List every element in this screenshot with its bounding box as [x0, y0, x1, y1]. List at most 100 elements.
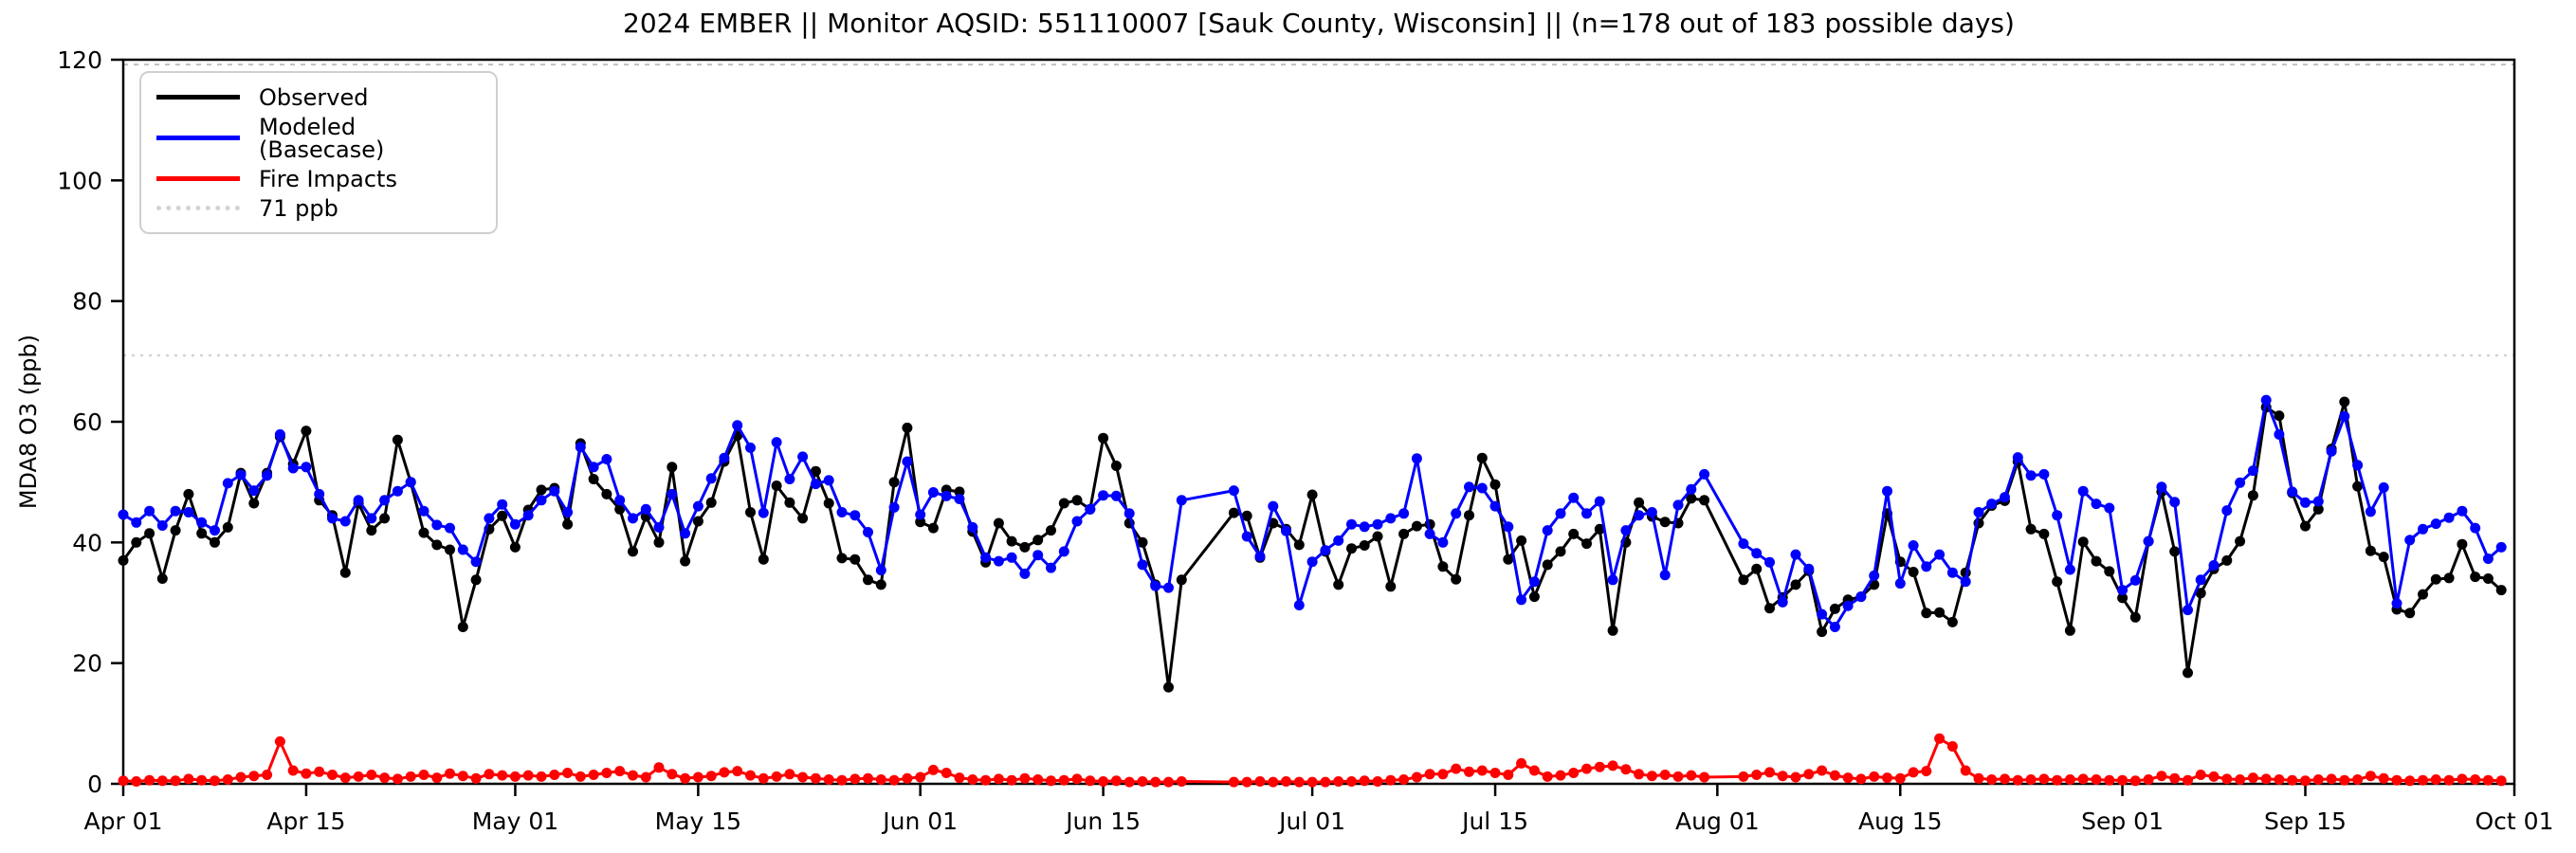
series-point [2000, 773, 2010, 785]
series-point [1489, 768, 1501, 778]
series-point [941, 768, 952, 778]
series-point [1359, 540, 1370, 551]
series-point [1150, 580, 1161, 591]
series-point [1594, 523, 1605, 535]
series-point [1176, 776, 1187, 787]
series-point [222, 774, 233, 785]
series-point [2038, 773, 2050, 785]
series-point [1306, 556, 1318, 568]
series-point [1882, 485, 1892, 497]
series-point [431, 539, 443, 551]
series-point [1451, 763, 1462, 774]
series-point [784, 474, 795, 484]
series-point [431, 772, 443, 784]
series-point [875, 565, 886, 576]
series-point [2352, 481, 2364, 492]
series-point [392, 485, 403, 497]
series-point [758, 554, 769, 565]
series-point [2339, 410, 2350, 422]
series-point [2129, 775, 2141, 787]
series-point [497, 499, 508, 510]
series-point [614, 495, 626, 506]
x-tick-label: Apr 15 [266, 808, 345, 835]
series-point [653, 521, 665, 533]
series-point [1058, 774, 1069, 786]
series-point [405, 477, 416, 488]
series-point [692, 771, 703, 783]
series-point [1542, 525, 1553, 536]
series-point [1817, 608, 1828, 620]
series-point [2064, 564, 2075, 575]
series-point [1973, 772, 1984, 784]
legend-label-observed: Observed [259, 83, 369, 111]
series-point [1137, 559, 1148, 571]
series-point [1790, 771, 1801, 783]
series-point [301, 462, 312, 473]
series-point [1385, 513, 1397, 524]
series-point [2195, 770, 2206, 780]
series-point [1032, 535, 1044, 546]
series-point [653, 762, 665, 773]
series-point [2247, 465, 2258, 477]
y-tick-label: 100 [57, 167, 102, 194]
series-point [993, 773, 1004, 785]
series-point [667, 769, 678, 780]
series-point [1476, 452, 1488, 463]
series-point [1110, 490, 1122, 501]
series-point [2274, 410, 2285, 422]
series-point [823, 774, 834, 785]
series-point [784, 497, 795, 508]
series-point [1398, 774, 1410, 785]
series-point [248, 771, 260, 782]
series-point [183, 773, 194, 785]
series-point [2457, 505, 2468, 517]
series-point [2156, 481, 2167, 493]
series-point [927, 764, 939, 775]
series-point [301, 768, 312, 779]
series-point [2482, 774, 2494, 786]
series-point [2091, 774, 2102, 785]
series-point [314, 766, 325, 777]
series-point [745, 770, 756, 781]
series-point [1124, 508, 1135, 519]
legend: Observed Modeled (Basecase) Fire Impacts… [139, 71, 498, 234]
series-point [1946, 567, 1958, 578]
series-point [536, 484, 547, 496]
series-point [1869, 771, 1880, 782]
series-point [850, 510, 861, 521]
series-point [1359, 521, 1370, 533]
series-point [915, 509, 926, 520]
series-point [2104, 502, 2115, 514]
series-point [1411, 453, 1422, 464]
series-point [850, 554, 861, 565]
series-point [1568, 528, 1580, 539]
series-point [2312, 774, 2324, 785]
series-point [497, 510, 508, 521]
series-point [1071, 773, 1083, 785]
series-point [601, 768, 612, 778]
series-point [562, 518, 574, 530]
series-point [1817, 765, 1828, 776]
series-point [287, 463, 299, 474]
series-point [327, 513, 338, 524]
series-point [339, 567, 351, 578]
series-point [2365, 771, 2376, 782]
series-point [314, 488, 325, 499]
y-tick-label: 20 [72, 650, 102, 678]
series-point [2470, 774, 2481, 785]
x-tick-label: Jun 15 [1064, 808, 1141, 835]
modeled-line-sample [156, 136, 240, 140]
series-point [1986, 499, 1998, 510]
series-point [2235, 477, 2246, 488]
series-point [1542, 771, 1553, 782]
x-tick-label: Aug 15 [1858, 808, 1943, 835]
observed-line-sample [156, 95, 240, 100]
series-point [1437, 536, 1449, 548]
series-point [262, 770, 273, 780]
series-point [1372, 518, 1383, 530]
series-point [1320, 545, 1331, 556]
y-tick-label: 40 [72, 529, 102, 556]
series-point [2117, 774, 2128, 786]
series-point [2156, 771, 2167, 782]
series-point [1516, 757, 1527, 769]
